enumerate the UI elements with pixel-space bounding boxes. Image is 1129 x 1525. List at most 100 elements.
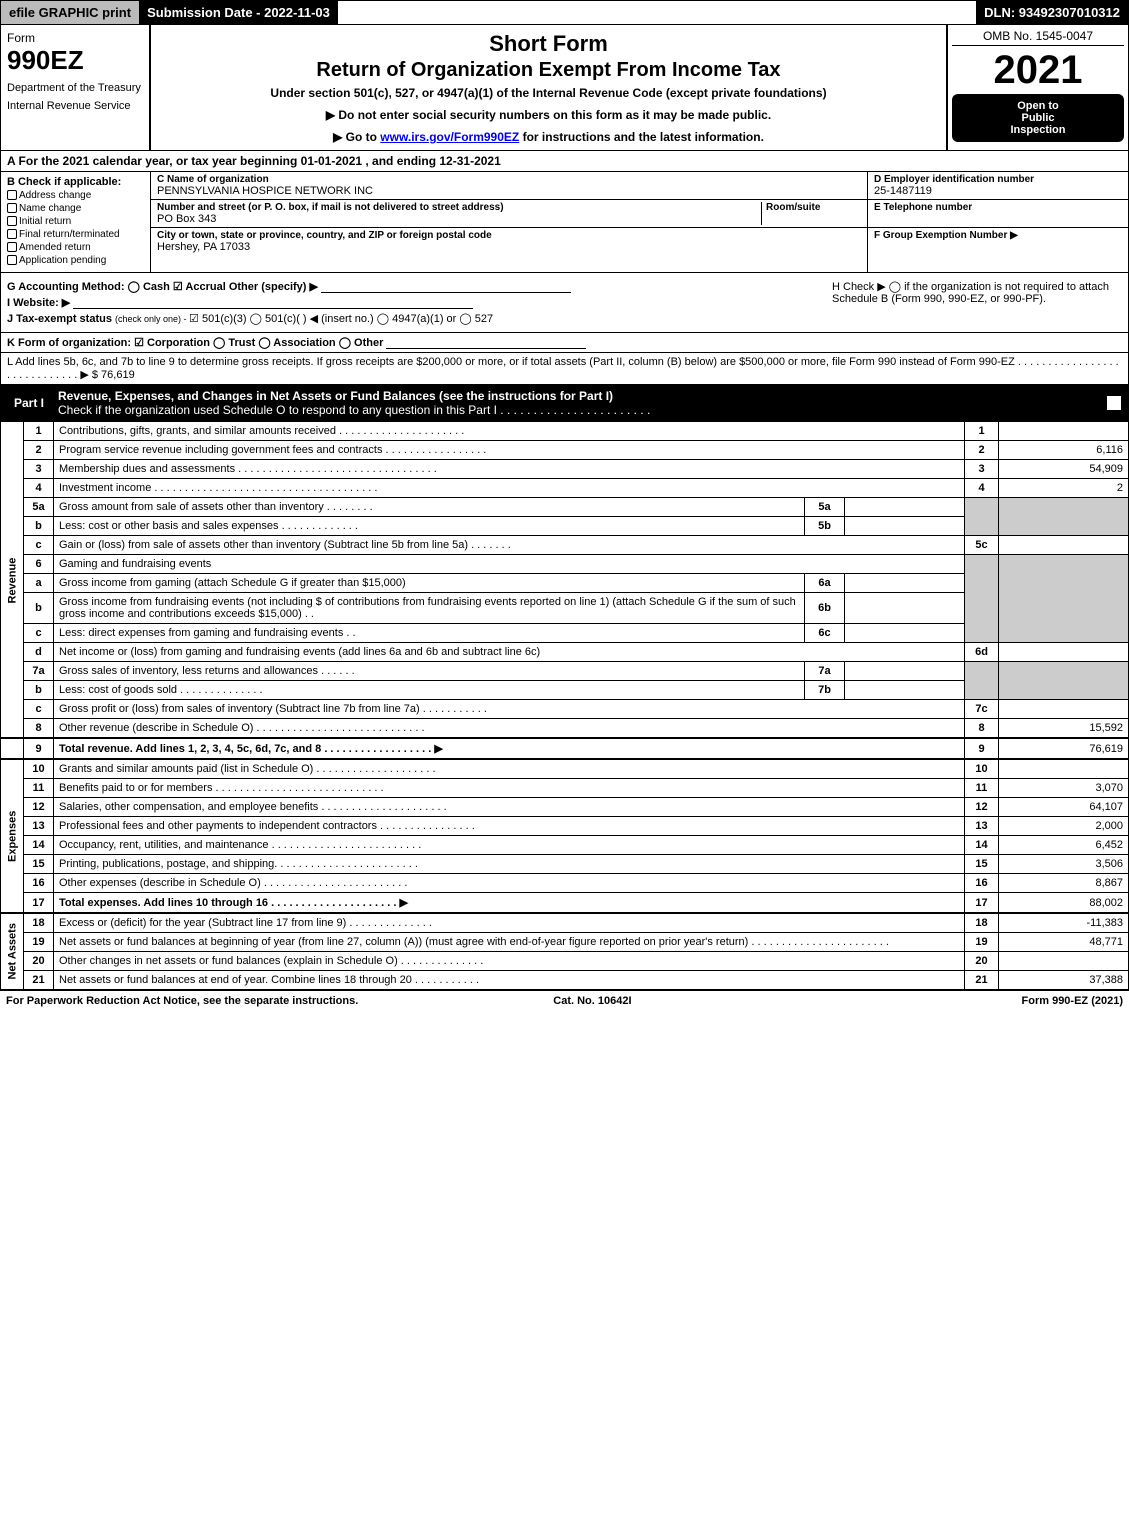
line-1-desc: Contributions, gifts, grants, and simila… [54,422,965,441]
org-name-label: C Name of organization [157,174,861,185]
website-blank [73,297,473,309]
line-18-amount: -11,383 [999,913,1129,933]
line-15-amount: 3,506 [999,855,1129,874]
header-center: Short Form Return of Organization Exempt… [151,25,948,150]
line-12-amount: 64,107 [999,798,1129,817]
box-b-label: B Check if applicable: [7,176,144,188]
line-14-amount: 6,452 [999,836,1129,855]
line-j-tax-exempt: J Tax-exempt status (check only one) - ☑… [7,312,822,325]
open-to-public-badge: Open to Public Inspection [952,94,1124,142]
box-c: C Name of organization PENNSYLVANIA HOSP… [151,172,868,272]
line-7c-desc: Gross profit or (loss) from sales of inv… [54,700,965,719]
check-amended-return[interactable]: Amended return [7,242,144,253]
form-number: 990EZ [7,45,143,76]
financial-table: Revenue 1 Contributions, gifts, grants, … [0,421,1129,990]
footer-form-ref: Form 990-EZ (2021) [1022,995,1123,1007]
line-5c-desc: Gain or (loss) from sale of assets other… [54,536,965,555]
line-7c-amount [999,700,1129,719]
room-suite-label: Room/suite [766,202,861,213]
header-left: Form 990EZ Department of the Treasury In… [1,25,151,150]
line-13-amount: 2,000 [999,817,1129,836]
footer-paperwork: For Paperwork Reduction Act Notice, see … [6,995,358,1007]
line-21-desc: Net assets or fund balances at end of ye… [54,971,965,990]
line-4-desc: Investment income . . . . . . . . . . . … [54,479,965,498]
line-l-gross-receipts: L Add lines 5b, 6c, and 7b to line 9 to … [0,353,1129,385]
section-bcdef: B Check if applicable: Address change Na… [0,172,1129,273]
line-2-desc: Program service revenue including govern… [54,441,965,460]
title-return: Return of Organization Exempt From Incom… [161,59,936,82]
line-3-desc: Membership dues and assessments . . . . … [54,460,965,479]
line-2-amount: 6,116 [999,441,1129,460]
line-8-desc: Other revenue (describe in Schedule O) .… [54,719,965,739]
top-bar: efile GRAPHIC print Submission Date - 20… [0,0,1129,25]
footer-cat-no: Cat. No. 10642I [553,995,631,1007]
title-short-form: Short Form [161,31,936,57]
check-name-change[interactable]: Name change [7,203,144,214]
line-7b-desc: Less: cost of goods sold . . . . . . . .… [54,681,805,700]
line-i-website: I Website: ▶ [7,297,70,309]
line-21-amount: 37,388 [999,971,1129,990]
check-address-change[interactable]: Address change [7,190,144,201]
check-application-pending[interactable]: Application pending [7,255,144,266]
line-17-amount: 88,002 [999,893,1129,914]
line-11-amount: 3,070 [999,779,1129,798]
check-final-return[interactable]: Final return/terminated [7,229,144,240]
accounting-other-blank [321,281,571,293]
line-20-desc: Other changes in net assets or fund bala… [54,952,965,971]
group-exemption-label: F Group Exemption Number ▶ [874,230,1122,241]
revenue-label: Revenue [1,422,24,739]
dept-irs: Internal Revenue Service [7,100,143,112]
section-ghij: G Accounting Method: ◯ Cash ☑ Accrual Ot… [0,273,1129,333]
line-5c-amount [999,536,1129,555]
line-6d-amount [999,643,1129,662]
line-6b-subval [845,593,965,624]
instruction-ssn: ▶ Do not enter social security numbers o… [161,108,936,122]
line-10-amount [999,759,1129,779]
line-6a-desc: Gross income from gaming (attach Schedul… [54,574,805,593]
dln-label: DLN: 93492307010312 [976,1,1128,24]
ein-value: 25-1487119 [874,185,1122,197]
check-initial-return[interactable]: Initial return [7,216,144,227]
tax-year: 2021 [952,50,1124,90]
box-b: B Check if applicable: Address change Na… [1,172,151,272]
expenses-label: Expenses [1,759,24,913]
line-6d-desc: Net income or (loss) from gaming and fun… [54,643,965,662]
line-9-amount: 76,619 [999,738,1129,759]
box-def: D Employer identification number 25-1487… [868,172,1128,272]
line-11-desc: Benefits paid to or for members . . . . … [54,779,965,798]
row-a-tax-year: A For the 2021 calendar year, or tax yea… [0,151,1129,172]
line-7a-subval [845,662,965,681]
line-5b-desc: Less: cost or other basis and sales expe… [54,517,805,536]
telephone-label: E Telephone number [874,202,1122,213]
irs-link[interactable]: www.irs.gov/Form990EZ [380,130,519,144]
street-label: Number and street (or P. O. box, if mail… [157,202,761,213]
submission-date: Submission Date - 2022-11-03 [139,1,338,24]
instruction-goto: ▶ Go to www.irs.gov/Form990EZ for instru… [161,130,936,144]
line-9-desc: Total revenue. Add lines 1, 2, 3, 4, 5c,… [54,738,965,759]
line-6c-desc: Less: direct expenses from gaming and fu… [54,624,805,643]
line-16-desc: Other expenses (describe in Schedule O) … [54,874,965,893]
header-right: OMB No. 1545-0047 2021 Open to Public In… [948,25,1128,150]
line-6b-desc: Gross income from fundraising events (no… [54,593,805,624]
form-label: Form [7,31,143,45]
page-footer: For Paperwork Reduction Act Notice, see … [0,990,1129,1011]
line-16-amount: 8,867 [999,874,1129,893]
line-g-accounting: G Accounting Method: ◯ Cash ☑ Accrual Ot… [7,281,318,293]
line-18-desc: Excess or (deficit) for the year (Subtra… [54,913,965,933]
line-1-amount [999,422,1129,441]
line-5a-desc: Gross amount from sale of assets other t… [54,498,805,517]
line-7a-desc: Gross sales of inventory, less returns a… [54,662,805,681]
street-value: PO Box 343 [157,213,761,225]
dept-treasury: Department of the Treasury [7,82,143,94]
line-4-amount: 2 [999,479,1129,498]
line-20-amount [999,952,1129,971]
city-value: Hershey, PA 17033 [157,241,861,253]
line-5b-subval [845,517,965,536]
ein-label: D Employer identification number [874,174,1122,185]
omb-number: OMB No. 1545-0047 [952,29,1124,46]
part-i-checkbox[interactable] [1107,396,1121,410]
line-7b-subval [845,681,965,700]
line-5a-subval [845,498,965,517]
part-i-header: Part I Revenue, Expenses, and Changes in… [0,385,1129,421]
line-15-desc: Printing, publications, postage, and shi… [54,855,965,874]
